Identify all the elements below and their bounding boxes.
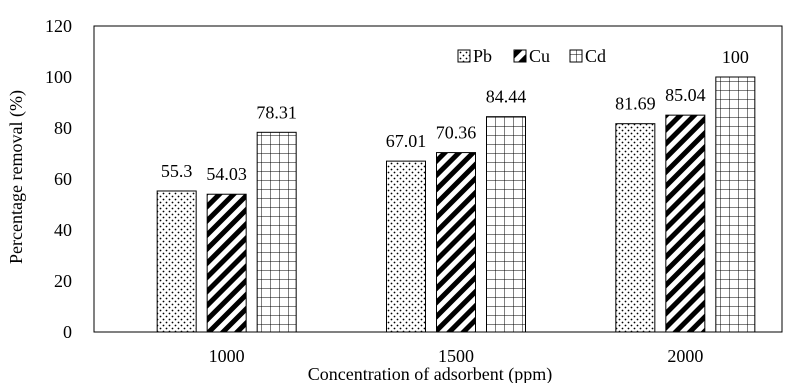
- bar-cd-1000: [256, 131, 297, 333]
- bar-pb-1500: [386, 160, 426, 333]
- bar-cu-2000: [665, 114, 706, 333]
- y-tick-label: 0: [63, 322, 72, 342]
- data-label-cu-1500: 70.36: [436, 123, 477, 143]
- data-label-cu-2000: 85.04: [665, 85, 706, 105]
- legend-swatch-cd: [569, 49, 583, 63]
- y-tick-label: 20: [54, 271, 72, 291]
- data-label-cu-1000: 54.03: [206, 164, 247, 184]
- y-tick-label: 120: [45, 16, 72, 36]
- legend-swatch-cu: [513, 49, 527, 63]
- x-tick-label: 1500: [438, 346, 474, 366]
- bar-cu-1000: [206, 193, 247, 333]
- bar-cu-1500: [436, 152, 476, 333]
- x-axis-ticks: 1000 1500 2000: [209, 346, 704, 366]
- data-label-pb-2000: 81.69: [615, 94, 656, 114]
- data-label-cd-1500: 84.44: [486, 87, 527, 107]
- legend-label-pb: Pb: [473, 46, 492, 66]
- x-tick-label: 2000: [667, 346, 703, 366]
- data-label-pb-1000: 55.3: [161, 161, 193, 181]
- y-tick-label: 100: [45, 67, 72, 87]
- data-label-pb-1500: 67.01: [386, 131, 427, 151]
- y-tick-label: 60: [54, 169, 72, 189]
- x-axis-title: Concentration of adsorbent (ppm): [308, 364, 552, 383]
- bar-cd-1500: [486, 116, 526, 333]
- data-label-cd-2000: 100: [722, 47, 749, 67]
- bars-group: 55.3 54.03 78.31 67.01 70.36 84.44 81.69 85.04 1…: [156, 47, 756, 333]
- y-tick-label: 40: [54, 220, 72, 240]
- x-tick-label: 1000: [209, 346, 245, 366]
- y-axis-title: Percentage removal (%): [6, 90, 27, 264]
- legend-label-cu: Cu: [529, 46, 550, 66]
- legend-label-cd: Cd: [585, 46, 606, 66]
- bar-pb-1000: [156, 190, 197, 333]
- y-axis-ticks: 0 20 40 60 80 100 120: [45, 16, 72, 342]
- y-tick-label: 80: [54, 118, 72, 138]
- bar-cd-2000: [715, 76, 756, 333]
- data-label-cd-1000: 78.31: [256, 102, 297, 122]
- legend: Pb Cu Cd: [457, 46, 606, 66]
- legend-swatch-pb: [457, 49, 471, 63]
- bar-pb-2000: [615, 123, 656, 333]
